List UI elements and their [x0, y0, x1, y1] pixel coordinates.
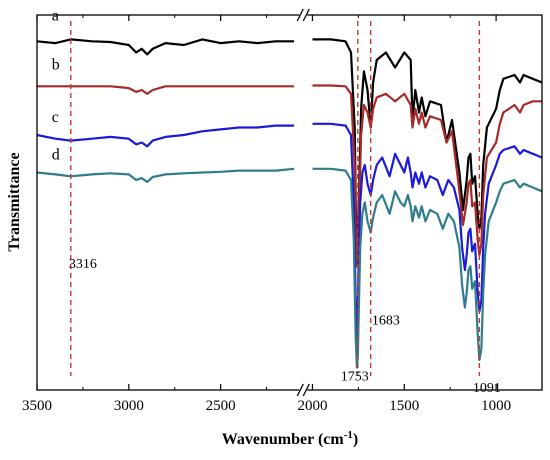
x-tick-label-2000: 2000: [297, 398, 327, 414]
curve-break-gap: [301, 23, 306, 31]
axis-break-slash: [302, 383, 310, 397]
axis-break-slash: [296, 8, 304, 22]
series-a-label: a: [52, 8, 59, 25]
axis-break-slash: [302, 8, 310, 22]
x-axis-title: Wavenumber (cm-1): [222, 429, 358, 448]
x-axis-ticks: 3500 3000 2500 2000 1500 1000: [22, 15, 511, 414]
series-b-line-left: [37, 85, 295, 95]
curve-labels: a b c d: [52, 8, 60, 164]
series-layer: [36, 38, 543, 369]
axis-break: [296, 8, 310, 397]
x-tick-label-1500: 1500: [389, 398, 419, 414]
annotation-label-1683: 1683: [372, 313, 400, 328]
series-d-label: d: [52, 146, 60, 163]
series-d-line-left: [36, 167, 295, 183]
series-c-line-left: [36, 124, 295, 148]
annotation-label-3316: 3316: [69, 257, 97, 272]
x-tick-label-1000: 1000: [481, 398, 511, 414]
axis-break-gap: [299, 13, 308, 17]
series-d-line-right: [312, 167, 543, 369]
series-c-label: c: [52, 109, 59, 126]
x-tick-label-2500: 2500: [206, 398, 236, 414]
axis-break-gap: [299, 388, 308, 392]
annotation-layer: 3316 1753 1683 1091: [69, 21, 501, 396]
x-tick-label-3000: 3000: [114, 398, 144, 414]
y-axis-title: Transmittance: [6, 152, 23, 251]
series-a-line-left: [36, 38, 295, 56]
annotation-label-1091: 1091: [473, 381, 501, 396]
plot-frame: [36, 14, 543, 391]
series-b-label: b: [52, 56, 60, 73]
annotation-label-1753: 1753: [341, 370, 369, 385]
x-tick-label-3500: 3500: [22, 398, 52, 414]
series-c-line-right: [312, 122, 543, 339]
series-b-line-right: [312, 84, 542, 268]
axis-break-slash: [296, 383, 304, 397]
